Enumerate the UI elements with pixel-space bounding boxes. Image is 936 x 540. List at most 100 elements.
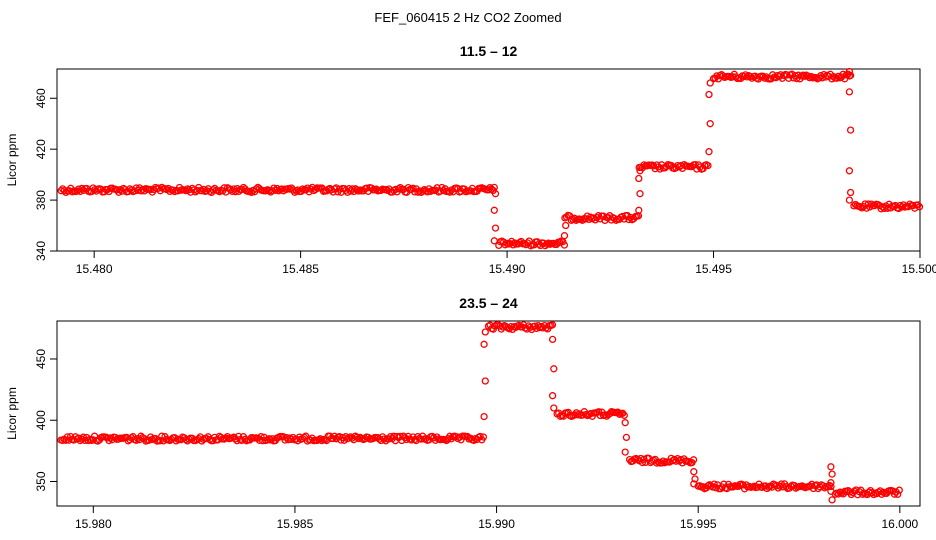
data-point [287,435,296,444]
data-point [894,490,902,498]
plot-frame [56,68,921,252]
data-point [601,411,609,419]
data-point [799,71,807,79]
data-point [636,190,644,198]
y-axis-label: Licor ppm [5,134,19,187]
panel-top: 11.5 – 12 15.480 15.485 15.490 15.495 15.500 3… [5,43,936,276]
x-tick-label: 15.485 [282,262,319,276]
data-point [550,365,558,373]
data-point [839,70,847,78]
data-point [705,90,713,99]
panel-bottom: 23.5 – 24 15.980 15.985 15.990 15.995 16.000 3… [5,295,921,531]
data-point [827,482,835,491]
data-point [318,436,326,445]
data-point [562,221,570,230]
data-point [380,435,388,443]
data-point [241,435,249,443]
data-point [480,340,488,348]
data-point [90,432,99,440]
data-point [439,187,448,195]
data-point [481,377,489,385]
y-tick-label: 340 [34,241,48,261]
x-tick-label: 15.480 [76,262,113,276]
data-point [656,165,664,173]
data-point [741,71,750,79]
data-point [444,187,452,195]
data-point [807,72,815,81]
data-point [691,475,699,483]
data-point [878,490,886,498]
data-point [560,232,569,240]
data-point [845,88,854,96]
data-point [621,419,629,427]
data-point [846,188,855,197]
data-point [699,483,707,491]
data-point [705,148,713,156]
data-point [704,482,712,490]
data-points [57,321,903,504]
x-tick-label: 15.495 [695,262,732,276]
panel-title: 23.5 – 24 [459,295,518,311]
data-point [499,323,507,331]
x-tick-label: 15.500 [902,262,936,276]
data-point [706,79,714,87]
figure-title: FEF_060415 2 Hz CO2 Zoomed [374,10,561,25]
data-point [915,203,924,211]
data-point [537,322,545,331]
data-point [491,190,500,198]
data-points [57,67,924,250]
data-point [511,239,519,247]
data-point [266,436,275,444]
data-point [621,448,629,456]
data-point [562,213,571,221]
data-point [560,241,569,249]
data-point [182,187,190,195]
data-point [209,186,217,194]
data-point [247,188,256,197]
data-point [620,411,628,420]
data-point [169,186,177,194]
data-point [871,201,879,210]
data-point [198,187,206,195]
y-tick-label: 450 [34,349,48,369]
plot-frame [56,320,921,507]
data-point [746,72,754,81]
data-point [419,187,427,195]
data-point [833,74,841,82]
data-point [622,433,631,442]
data-point [895,486,903,494]
data-point [783,71,791,79]
x-tick-label: 16.000 [881,517,918,531]
data-point [548,392,557,400]
data-point [828,496,836,504]
data-point [858,490,867,498]
data-point [635,206,643,214]
data-point [704,161,712,170]
data-point [827,479,835,487]
data-point [834,490,843,498]
data-point [409,184,417,192]
data-point [845,67,854,76]
data-point [828,470,836,478]
data-point [286,185,294,193]
data-point [689,456,698,464]
data-point [257,433,265,441]
data-point [480,412,488,421]
data-point [481,328,489,336]
data-point [132,436,140,444]
data-point [845,196,854,204]
data-point [252,185,260,193]
panel-title: 11.5 – 12 [460,43,518,59]
data-point [158,432,166,440]
data-point [395,185,403,193]
y-tick-label: 400 [34,410,48,430]
y-tick-label: 350 [34,471,48,491]
data-point [509,241,517,249]
data-point [78,184,86,193]
x-tick-label: 15.985 [277,517,314,531]
data-point [490,206,498,214]
x-tick-label: 15.980 [75,517,112,531]
data-point [550,404,558,412]
